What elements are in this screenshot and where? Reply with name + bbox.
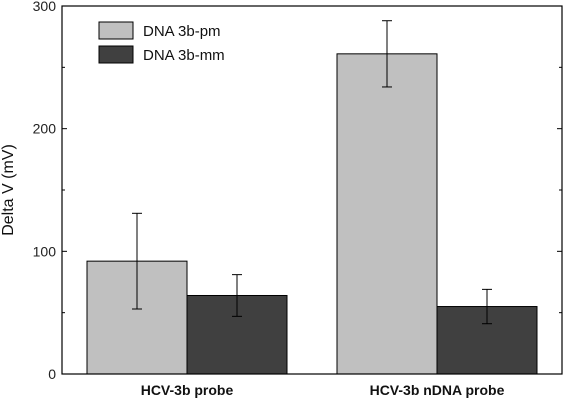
- legend-label: DNA 3b-mm: [143, 47, 225, 64]
- y-tick-label: 0: [48, 366, 56, 382]
- y-axis-label: Delta V (mV): [0, 144, 17, 236]
- legend: DNA 3b-pm DNA 3b-mm: [98, 21, 225, 64]
- y-tick-label: 300: [33, 0, 57, 14]
- y-tick-label: 200: [33, 121, 57, 137]
- legend-swatch: [98, 21, 134, 40]
- plot-area: [61, 5, 563, 375]
- bar: [336, 53, 438, 375]
- y-axis: 0 100 200 300: [33, 0, 562, 382]
- bars-layer: [86, 53, 538, 375]
- legend-swatch: [98, 45, 134, 64]
- x-category-label: HCV-3b probe: [141, 382, 234, 398]
- error-bars-layer: [132, 20, 492, 325]
- x-category-label: HCV-3b nDNA probe: [370, 382, 505, 398]
- x-axis: HCV-3b probe HCV-3b nDNA probe: [141, 369, 505, 398]
- y-tick-label: 100: [33, 243, 57, 259]
- legend-label: DNA 3b-pm: [143, 23, 221, 40]
